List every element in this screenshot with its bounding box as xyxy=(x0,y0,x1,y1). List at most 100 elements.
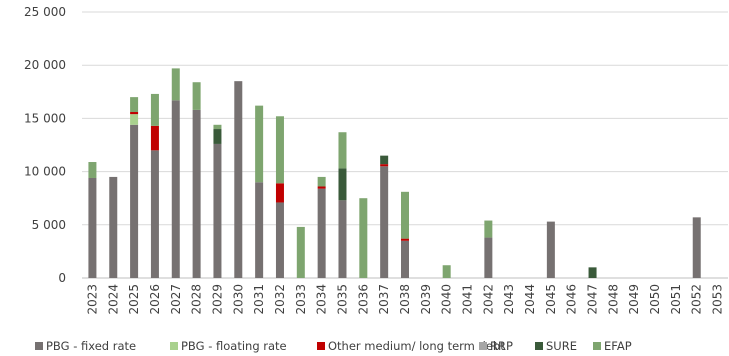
bar-segment xyxy=(338,200,347,278)
bar-segment xyxy=(338,132,347,169)
bar-segment xyxy=(359,198,368,278)
legend-item: PBG - fixed rate xyxy=(35,339,136,353)
legend-swatch xyxy=(535,342,543,350)
x-tick-label: 2050 xyxy=(648,284,662,315)
bar-segment xyxy=(171,100,180,278)
x-tick-label: 2049 xyxy=(627,284,641,315)
y-tick-label: 5 000 xyxy=(32,218,66,232)
bar-segment xyxy=(275,202,284,278)
legend-label: PBG - fixed rate xyxy=(46,339,136,353)
bar-segment xyxy=(255,105,264,183)
x-tick-label: 2040 xyxy=(440,284,454,315)
bar-segment xyxy=(588,267,597,278)
legend-swatch xyxy=(479,342,487,350)
y-tick-label: 20 000 xyxy=(24,58,66,72)
x-tick-label: 2041 xyxy=(461,284,475,315)
bar-segment xyxy=(234,81,243,278)
x-tick-label: 2051 xyxy=(669,284,683,315)
x-tick-label: 2030 xyxy=(231,284,245,315)
y-axis: 0 5 000 10 000 15 000 20 000 25 000 xyxy=(24,5,66,285)
bar-segment xyxy=(338,168,347,201)
bar-segment xyxy=(401,238,409,241)
x-tick-label: 2033 xyxy=(294,284,308,315)
legend-item: EFAP xyxy=(593,339,632,353)
bar-segment xyxy=(192,82,201,110)
bar-segment xyxy=(317,176,326,187)
bar-segment xyxy=(484,220,493,238)
x-tick-label: 2031 xyxy=(252,284,266,315)
bar-segment xyxy=(130,114,139,125)
bar-segment xyxy=(109,176,118,278)
bar-segment xyxy=(150,125,159,151)
bar-segment xyxy=(88,162,97,178)
legend-label: EFAP xyxy=(604,339,632,353)
x-tick-label: 2048 xyxy=(606,284,620,315)
legend-item: PBG - floating rate xyxy=(170,339,287,353)
bar-segment xyxy=(275,183,284,203)
x-tick-label: 2029 xyxy=(210,284,224,315)
legend-swatch xyxy=(317,342,325,350)
bar-segment xyxy=(401,240,409,278)
x-tick-label: 2023 xyxy=(85,284,99,315)
bar-segment xyxy=(380,164,389,167)
x-tick-label: 2039 xyxy=(419,284,433,315)
legend-swatch xyxy=(35,342,43,350)
bar-segment xyxy=(380,155,389,165)
bar-segment xyxy=(380,166,389,278)
bar-segment xyxy=(130,112,139,115)
x-tick-label: 2053 xyxy=(711,284,725,315)
bar-segment xyxy=(442,265,451,278)
x-tick-label: 2032 xyxy=(273,284,287,315)
x-tick-label: 2044 xyxy=(523,284,537,315)
bar-segment xyxy=(213,124,222,130)
bar-segment xyxy=(296,226,305,278)
bar-segment xyxy=(171,68,180,101)
bar-segment xyxy=(692,217,701,278)
legend-swatch xyxy=(593,342,601,350)
x-tick-label: 2035 xyxy=(335,284,349,315)
bar-segment xyxy=(401,191,409,239)
legend: PBG - fixed rate PBG - floating rate Other… xyxy=(35,339,632,353)
bar-segment xyxy=(130,97,139,113)
legend-item: Other medium/ long term debt xyxy=(317,339,505,353)
legend-label: Other medium/ long term debt xyxy=(328,339,505,353)
legend-item: SURE xyxy=(535,339,577,353)
x-tick-label: 2052 xyxy=(690,284,704,315)
bar-segment xyxy=(484,237,493,278)
gridlines xyxy=(82,11,728,279)
x-tick-label: 2047 xyxy=(586,284,600,315)
x-tick-label: 2025 xyxy=(127,284,141,315)
x-tick-label: 2036 xyxy=(356,284,370,315)
x-tick-label: 2024 xyxy=(106,284,120,315)
bars xyxy=(88,68,701,278)
x-axis: 2023 2024 2025 2026 2027 2028 2029 2030 2031 2032… xyxy=(85,284,724,315)
x-tick-label: 2034 xyxy=(315,284,329,315)
legend-swatch xyxy=(170,342,178,350)
x-tick-label: 2026 xyxy=(148,284,162,315)
x-tick-label: 2038 xyxy=(398,284,412,315)
bar-segment xyxy=(213,129,222,144)
x-tick-label: 2037 xyxy=(377,284,391,315)
legend-label: RRP xyxy=(490,339,513,353)
y-tick-label: 25 000 xyxy=(24,5,66,19)
x-tick-label: 2042 xyxy=(481,284,495,315)
legend-item: RRP xyxy=(479,339,513,353)
y-tick-label: 15 000 xyxy=(24,111,66,125)
x-tick-label: 2043 xyxy=(502,284,516,315)
bar-segment xyxy=(317,186,326,189)
x-tick-label: 2046 xyxy=(565,284,579,315)
bar-segment xyxy=(275,116,284,184)
bar-segment xyxy=(317,188,326,278)
y-tick-label: 0 xyxy=(58,271,66,285)
bar-segment xyxy=(150,93,159,126)
bar-segment xyxy=(150,150,159,278)
bar-segment xyxy=(88,177,97,278)
y-tick-label: 10 000 xyxy=(24,165,66,179)
bar-segment xyxy=(130,124,139,278)
x-tick-label: 2027 xyxy=(169,284,183,315)
legend-label: PBG - floating rate xyxy=(181,339,287,353)
bar-segment xyxy=(255,182,264,278)
x-tick-label: 2028 xyxy=(190,284,204,315)
bar-segment xyxy=(546,221,555,278)
